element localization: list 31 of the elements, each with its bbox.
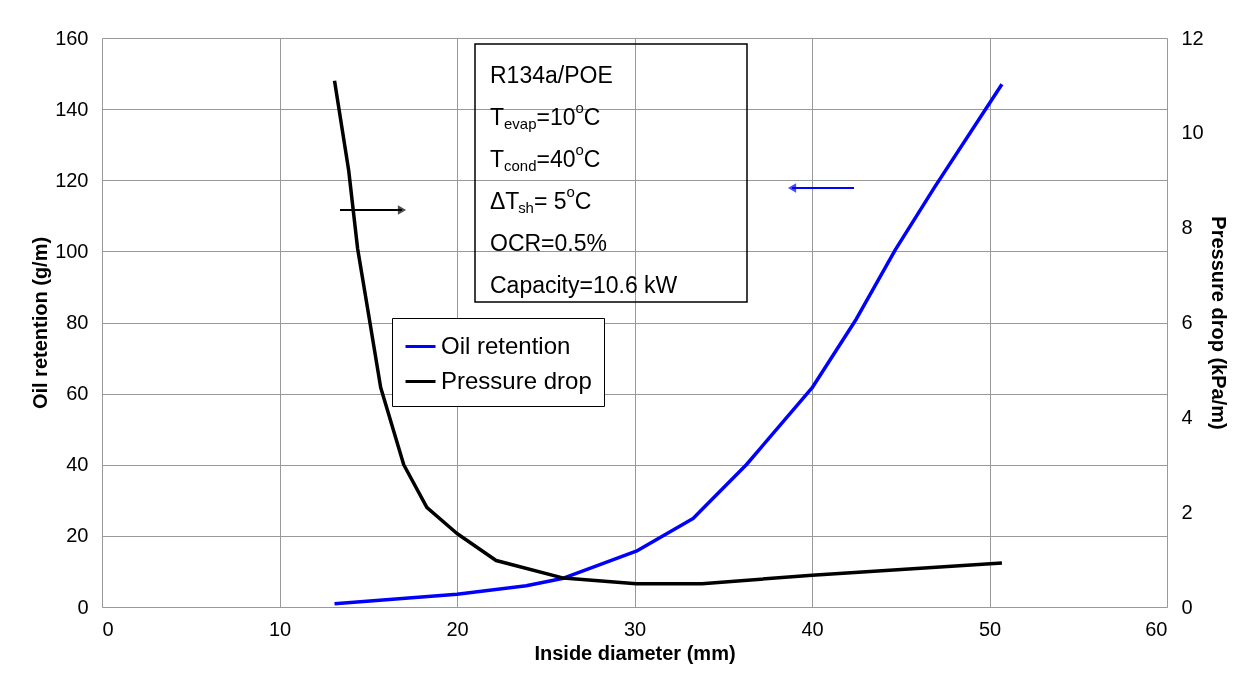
y-tick-label: 160 xyxy=(55,26,89,49)
y2-axis-title: Pressure drop (kPa/m) xyxy=(1207,216,1230,430)
annotation: OCR=0.5% xyxy=(490,230,607,256)
y-tick-label: 60 xyxy=(66,382,89,405)
y-axis-title: Oil retention (g/m) xyxy=(29,236,52,410)
y-tick-label: 140 xyxy=(55,97,89,120)
y-tick-label: 120 xyxy=(55,168,89,191)
legend-label: Pressure drop xyxy=(441,366,592,394)
y-tick-label: 20 xyxy=(66,524,89,547)
y-tick-label: 80 xyxy=(66,311,89,333)
x-tick-label: 60 xyxy=(1145,617,1168,640)
annotation: R134a/POE xyxy=(490,62,613,88)
x-axis-title: Inside diameter (mm) xyxy=(534,641,736,664)
x-tick-label: 40 xyxy=(801,617,824,640)
y2-tick-label: 8 xyxy=(1181,216,1193,239)
y2-tick-label: 12 xyxy=(1181,26,1204,49)
y2-tick-label: 0 xyxy=(1181,595,1193,618)
x-tick-label: 50 xyxy=(978,617,1002,640)
x-tick-label: 30 xyxy=(623,617,647,640)
x-tick-label: 20 xyxy=(446,617,469,640)
y-tick-label: 0 xyxy=(77,595,89,618)
y-tick-label: 100 xyxy=(55,239,89,262)
y2-tick-label: 10 xyxy=(1181,121,1204,144)
legend-label: Oil retention xyxy=(441,331,571,359)
y2-tick-label: 2 xyxy=(1181,500,1193,523)
x-tick-label: 0 xyxy=(102,617,114,640)
annotation: Capacity=10.6 kW xyxy=(490,272,678,298)
y2-tick-label: 4 xyxy=(1181,405,1193,428)
y-tick-label: 40 xyxy=(66,453,89,476)
y2-tick-label: 6 xyxy=(1181,311,1193,333)
x-tick-label: 10 xyxy=(268,617,292,640)
